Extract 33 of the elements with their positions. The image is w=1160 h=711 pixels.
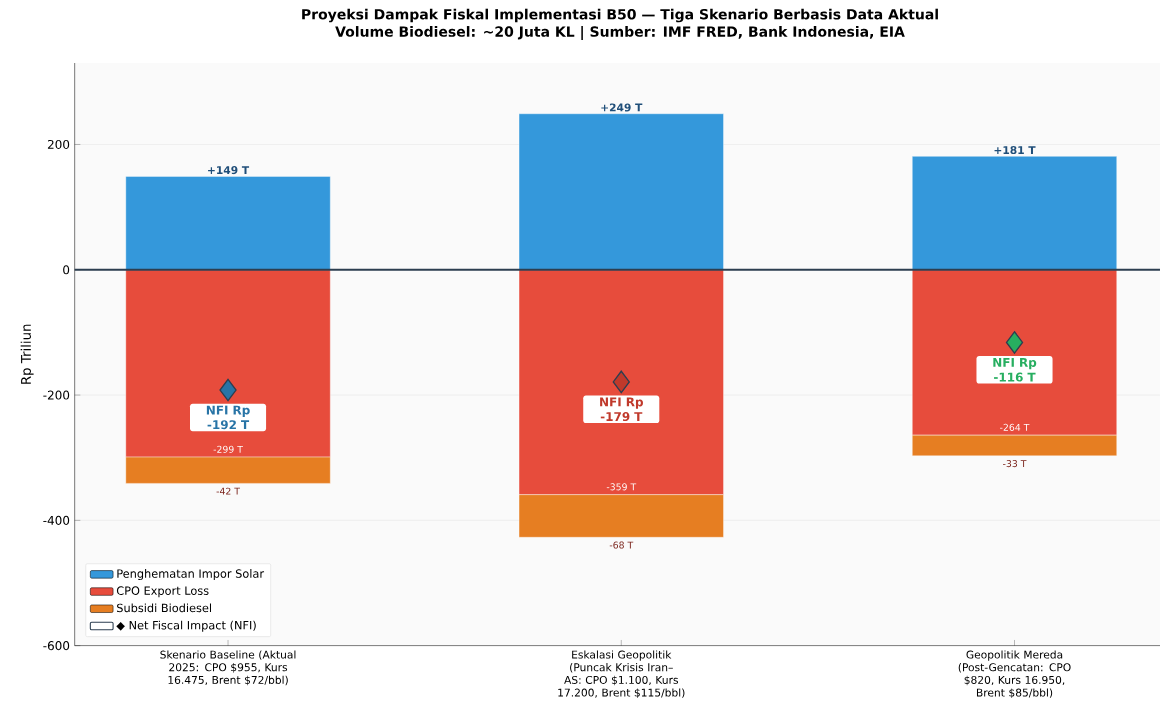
bar [912, 156, 1117, 271]
chart-subtitle: Volume Biodiesel: ~20 Juta KL | Sumber: IMF FRED, Bank Indonesia, EIA [335, 26, 905, 41]
data-label: NFI Rp -179 T [600, 397, 643, 422]
y-tick-label: 200 [47, 140, 70, 150]
y-axis-title: Rp Triliun [20, 324, 34, 385]
bar [518, 113, 724, 271]
point [219, 378, 237, 402]
legend-label: Subsidi Biodiesel [117, 603, 211, 613]
y-tick-label: 0 [63, 265, 70, 275]
data-label: +181 T [994, 146, 1036, 155]
data-label: +149 T [208, 166, 250, 175]
data-label: -359 T [606, 483, 637, 491]
x-tick-label: Eskalasi Geopolitik (Puncak Krisis Iran–AS: CPO $1.100, Kurs 17.200, Brent $115/bbl) [558, 650, 685, 699]
data-label: -33 T [1003, 460, 1027, 468]
y-tick-label: -600 [43, 641, 70, 651]
y-tick-label: -200 [43, 390, 70, 400]
data-label: -42 T [216, 487, 241, 495]
data-label: -264 T [1000, 424, 1030, 432]
point [1005, 331, 1024, 354]
data-label: NFI Rp -192 T [206, 405, 250, 430]
y-tick-label: -400 [43, 515, 70, 526]
legend-label: Penghematan Impor Solar [117, 569, 265, 581]
point [612, 370, 630, 394]
data-label: -68 T [609, 541, 634, 549]
legend-label: ◆ Net Fiscal Impact (NFI) [116, 620, 256, 632]
chart-title: Proyeksi Dampak Fiskal Implementasi B50 — Tiga Skenario Berbasis Data Aktual [302, 8, 938, 23]
legend-label: CPO Export Loss [116, 586, 209, 598]
bar [125, 176, 331, 271]
data-label: -299 T [213, 445, 243, 453]
x-tick-label: Geopolitik Mereda (Post-Gencatan: CPO $820, Kurs 16.950, Brent $85/bbl) [958, 650, 1071, 699]
data-label: +249 T [601, 103, 643, 112]
data-label: NFI Rp -116 T [993, 358, 1037, 382]
x-tick-label: Skenario Baseline (Aktual 2025: CPO $955, Kurs 16.475, Brent $72/bbl) [160, 650, 296, 686]
